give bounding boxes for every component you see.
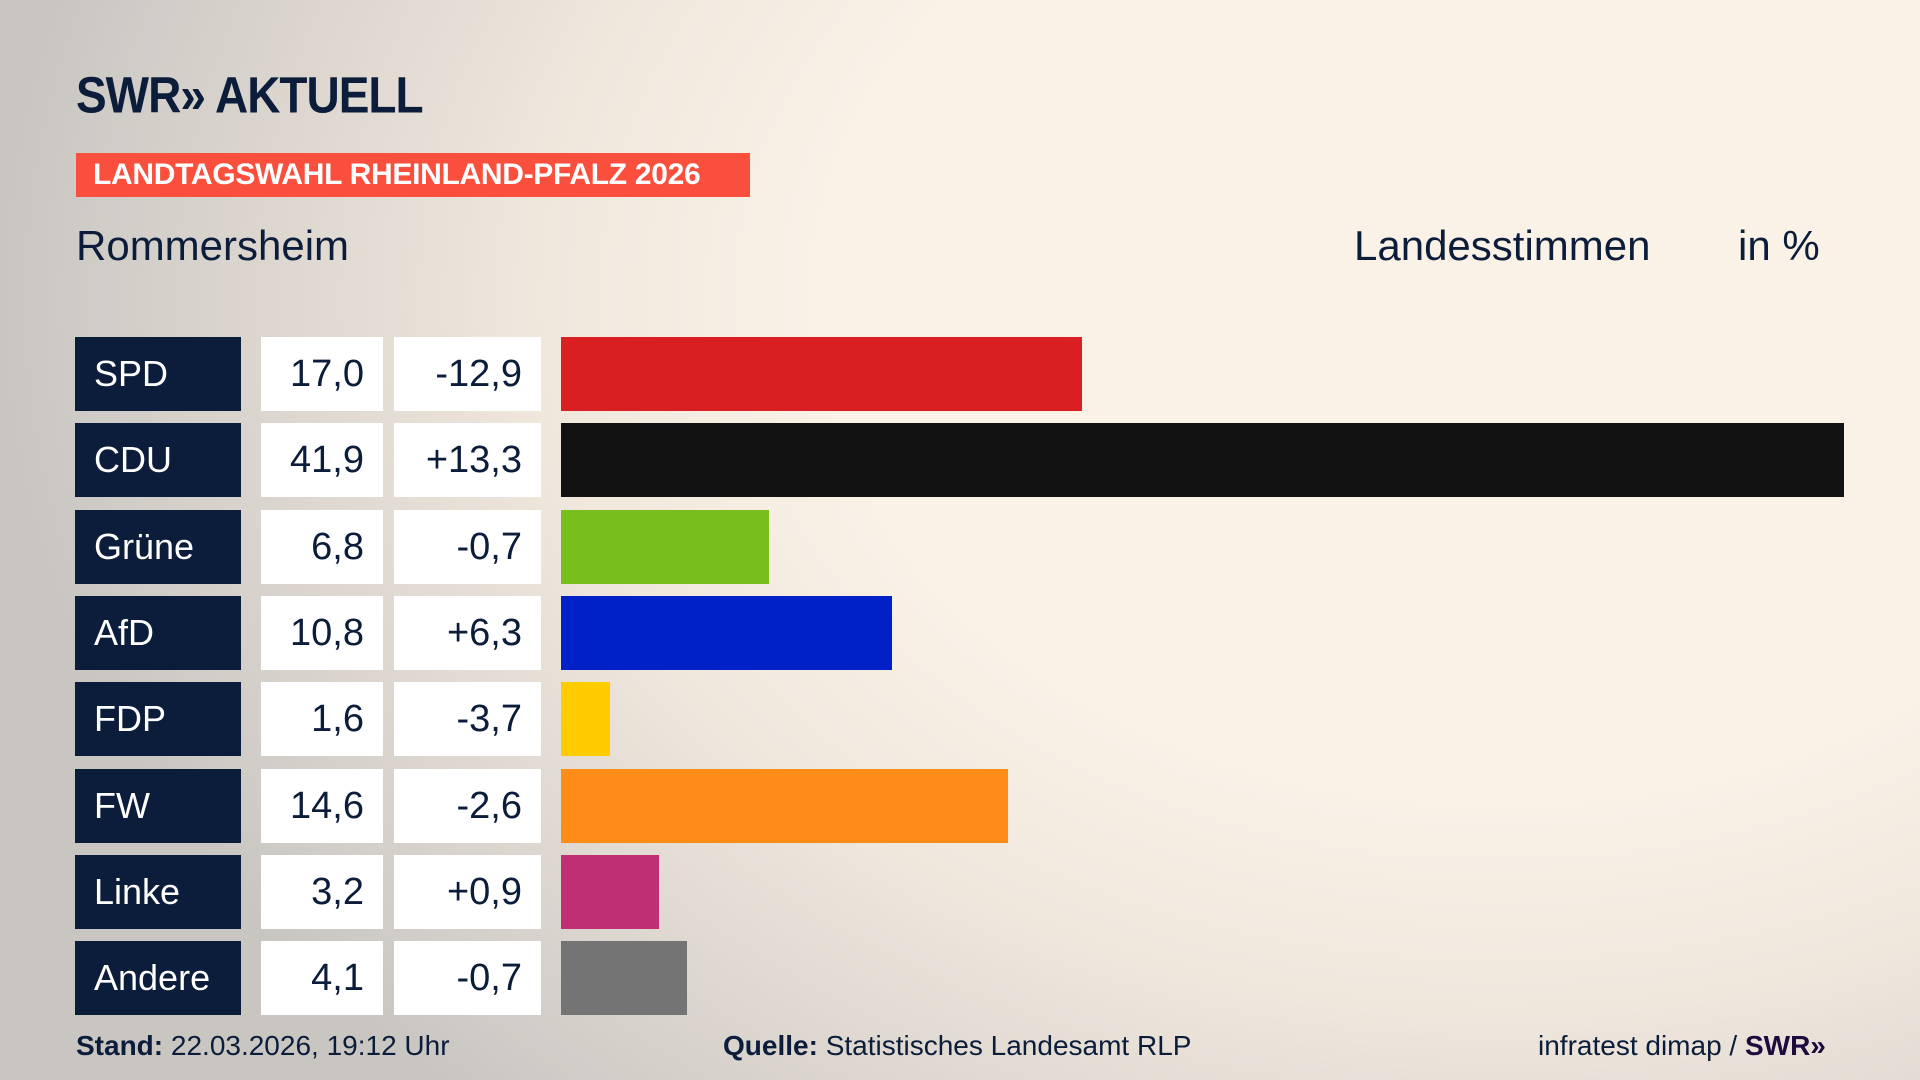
party-label: AfD [75, 595, 241, 670]
timestamp: Stand: 22.03.2026, 19:12 Uhr [76, 1030, 450, 1062]
diff-label: -12,9 [394, 337, 541, 411]
credit: infratest dimap / SWR» [1538, 1030, 1826, 1062]
diff-label: -3,7 [394, 682, 541, 757]
source-label: Quelle: [723, 1030, 818, 1061]
bar [561, 768, 1009, 843]
bar-row: AfD 10,8 +6,3 [0, 595, 1920, 670]
bar [561, 423, 1844, 498]
bar-row: SPD 17,0 -12,9 [0, 337, 1920, 411]
bar-row: Andere 4,1 -0,7 [0, 941, 1920, 1016]
bar [561, 595, 892, 670]
stand-label: Stand: [76, 1030, 164, 1061]
credit-text: infratest dimap / [1538, 1030, 1745, 1061]
bar-row: FDP 1,6 -3,7 [0, 682, 1920, 757]
bar-row: FW 14,6 -2,6 [0, 768, 1920, 843]
value-label: 1,6 [261, 682, 383, 757]
party-label: Andere [75, 941, 241, 1016]
party-label: Linke [75, 854, 241, 929]
source: Quelle: Statistisches Landesamt RLP [723, 1030, 1191, 1062]
bar-row: Linke 3,2 +0,9 [0, 854, 1920, 929]
value-label: 4,1 [261, 941, 383, 1016]
diff-label: -0,7 [394, 941, 541, 1016]
value-label: 17,0 [261, 337, 383, 411]
swr-logo: SWR» [1744, 1030, 1826, 1061]
value-label: 14,6 [261, 768, 383, 843]
diff-label: +0,9 [394, 854, 541, 929]
diff-label: -2,6 [394, 768, 541, 843]
party-label: Grüne [75, 509, 241, 584]
value-label: 3,2 [261, 854, 383, 929]
party-label: SPD [75, 337, 241, 411]
bar [561, 941, 687, 1016]
party-label: FW [75, 768, 241, 843]
stand-value: 22.03.2026, 19:12 Uhr [170, 1030, 450, 1061]
bar-row: Grüne 6,8 -0,7 [0, 509, 1920, 584]
diff-label: +13,3 [394, 423, 541, 498]
party-label: CDU [75, 423, 241, 498]
vote-type: Landesstimmen [1354, 222, 1651, 269]
election-banner: LANDTAGSWAHL RHEINLAND-PFALZ 2026 [76, 153, 750, 197]
bar [561, 682, 610, 757]
place-title: Rommersheim [76, 222, 350, 269]
bar [561, 337, 1082, 411]
bar [561, 509, 770, 584]
bar [561, 854, 659, 929]
source-value: Statistisches Landesamt RLP [825, 1030, 1192, 1061]
diff-label: +6,3 [394, 595, 541, 670]
swr-aktuell-logo: SWR» AKTUELL [76, 66, 424, 124]
party-label: FDP [75, 682, 241, 757]
value-label: 41,9 [261, 423, 383, 498]
value-label: 10,8 [261, 595, 383, 670]
value-label: 6,8 [261, 509, 383, 584]
unit-label: in % [1738, 222, 1820, 269]
bar-row: CDU 41,9 +13,3 [0, 423, 1920, 498]
diff-label: -0,7 [394, 509, 541, 584]
